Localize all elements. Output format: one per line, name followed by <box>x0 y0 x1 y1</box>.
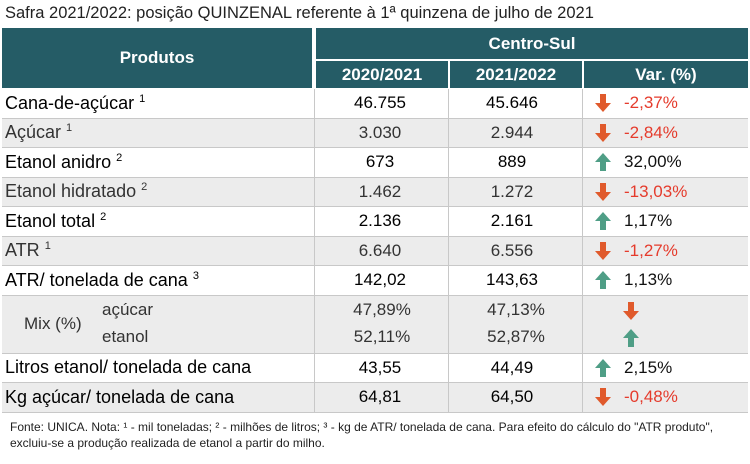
variation-value: 2,15% <box>624 357 673 377</box>
arrow-up-icon <box>588 358 618 378</box>
variation-cell: -1,27% <box>578 241 748 261</box>
product-name: Kg açúcar/ tonelada de cana <box>5 386 235 407</box>
footnote-marker: 2 <box>100 210 107 223</box>
arrow-down-icon <box>588 93 618 113</box>
variation-value: -2,84% <box>624 122 678 142</box>
variation-cell: -0,48% <box>578 387 748 407</box>
variation-cell: 2,15% <box>578 358 748 378</box>
arrow-up-icon <box>588 270 618 290</box>
mix-value-2020-2021: 52,11% <box>353 326 411 346</box>
value-2020-2021: 46.755 <box>354 93 406 113</box>
arrow-up-icon <box>622 328 640 353</box>
variation-cell: -2,37% <box>578 93 748 113</box>
arrow-down-icon <box>588 182 618 202</box>
mix-item-name: açúcar <box>102 299 154 319</box>
arrow-down-icon <box>622 301 640 326</box>
table-row: Litros etanol/ tonelada de cana 43,55 44,4… <box>2 354 748 383</box>
value-2020-2021: 64,81 <box>358 387 402 407</box>
variation-value: -13,03% <box>624 181 688 201</box>
value-2021-2022: 889 <box>497 152 527 172</box>
footnote-marker: 3 <box>192 269 199 282</box>
value-2021-2022: 6.556 <box>490 240 534 260</box>
column-divider <box>314 89 315 413</box>
value-2021-2022: 2.944 <box>490 122 534 142</box>
arrow-up-icon <box>588 211 618 231</box>
mix-label: Mix (%) <box>24 313 82 333</box>
product-name: Etanol hidratado 2 <box>5 181 148 202</box>
product-name: ATR 1 <box>5 240 51 261</box>
value-2021-2022: 44,49 <box>490 357 534 377</box>
mix-item-name: etanol <box>102 326 149 346</box>
product-name: ATR/ tonelada de cana 3 <box>5 269 199 290</box>
mix-block: Mix (%) açúcar 47,89% 47,13% etanol 52,11% 52,… <box>2 295 748 354</box>
variation-value: 1,13% <box>624 270 673 290</box>
value-2020-2021: 1.462 <box>358 181 402 201</box>
mix-value-2021-2022: 52,87% <box>487 326 545 346</box>
table-row: ATR/ tonelada de cana 3 142,02 143,63 1,13% <box>2 266 748 296</box>
header-col-var: Var. (%) <box>584 61 748 88</box>
value-2021-2022: 143,63 <box>486 270 538 290</box>
value-2020-2021: 3.030 <box>358 122 402 142</box>
value-2021-2022: 2.161 <box>490 211 534 231</box>
arrow-up-icon <box>588 152 618 172</box>
footnote: Fonte: UNICA. Nota: ¹ - mil toneladas; ²… <box>10 420 714 450</box>
variation-value: -0,48% <box>624 387 678 407</box>
value-2021-2022: 64,50 <box>490 387 534 407</box>
table-row: ATR 1 6.640 6.556 -1,27% <box>2 236 748 266</box>
product-name: Açúcar 1 <box>5 122 73 143</box>
variation-cell: 1,17% <box>578 211 748 231</box>
footnote-marker: 1 <box>44 240 51 253</box>
footnote-marker: 2 <box>116 151 123 164</box>
variation-cell: 32,00% <box>578 152 748 172</box>
header-col-2021: 2021/2022 <box>450 61 582 88</box>
table-row: Etanol hidratado 2 1.462 1.272 -13,03% <box>2 177 748 207</box>
value-2021-2022: 45.646 <box>486 93 538 113</box>
variation-value: 1,17% <box>624 211 673 231</box>
column-divider <box>582 89 583 413</box>
table-row: Kg açúcar/ tonelada de cana 64,81 64,50 -0,… <box>2 383 748 413</box>
value-2020-2021: 673 <box>365 152 395 172</box>
product-name: Etanol total 2 <box>5 210 107 231</box>
value-2020-2021: 6.640 <box>358 240 402 260</box>
header-produtos: Produtos <box>2 28 312 88</box>
arrow-down-icon <box>588 241 618 261</box>
variation-cell: 1,13% <box>578 270 748 290</box>
variation-value: -1,27% <box>624 240 678 260</box>
column-divider <box>448 89 449 413</box>
value-2020-2021: 2.136 <box>358 211 402 231</box>
product-name: Etanol anidro 2 <box>5 151 123 172</box>
variation-cell: -13,03% <box>578 182 748 202</box>
footnote-marker: 2 <box>141 181 148 194</box>
value-2020-2021: 43,55 <box>358 357 402 377</box>
footnote-marker: 1 <box>139 92 146 105</box>
variation-value: 32,00% <box>624 152 682 172</box>
footnote-marker: 1 <box>66 122 73 135</box>
variation-cell: -2,84% <box>578 123 748 143</box>
header-region: Centro-Sul <box>316 28 748 59</box>
product-name: Cana-de-açúcar 1 <box>5 92 146 113</box>
mix-value-2020-2021: 47,89% <box>353 299 411 319</box>
arrow-down-icon <box>588 123 618 143</box>
header-col-2020: 2020/2021 <box>316 61 448 88</box>
table-title: Safra 2021/2022: posição QUINZENAL refer… <box>5 4 594 22</box>
product-name: Litros etanol/ tonelada de cana <box>5 357 252 378</box>
value-2020-2021: 142,02 <box>354 270 406 290</box>
value-2021-2022: 1.272 <box>490 181 534 201</box>
table-row: Etanol total 2 2.136 2.161 1,17% <box>2 207 748 237</box>
table-row: Açúcar 1 3.030 2.944 -2,84% <box>2 118 748 148</box>
variation-value: -2,37% <box>624 93 678 113</box>
table-row: Cana-de-açúcar 1 46.755 45.646 -2,37% <box>2 89 748 119</box>
arrow-down-icon <box>588 387 618 407</box>
table-row: Etanol anidro 2 673 889 32,00% <box>2 148 748 178</box>
mix-value-2021-2022: 47,13% <box>487 299 545 319</box>
